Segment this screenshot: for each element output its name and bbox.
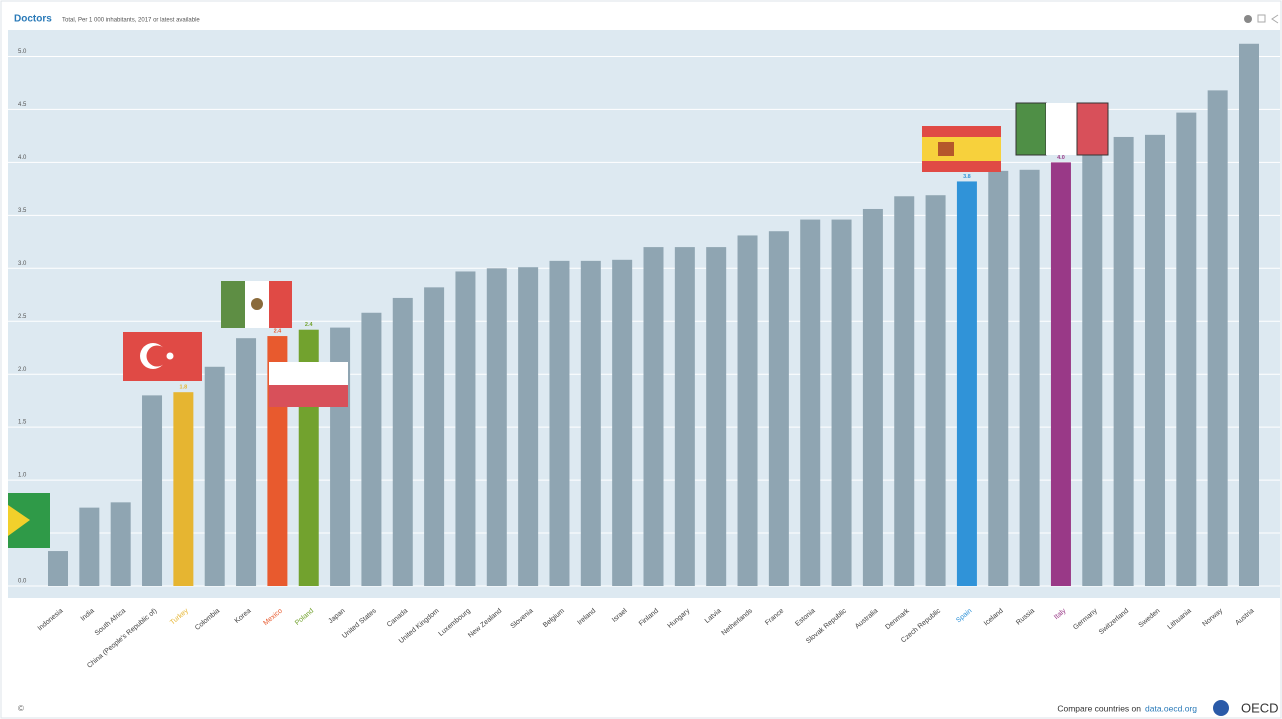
bar [925,195,946,586]
copyright: © [18,704,24,713]
bar [988,170,1009,586]
bar [862,208,883,586]
oecd-logo [1213,700,1229,716]
flag-detail [166,352,174,360]
info-icon[interactable] [1244,15,1252,23]
expand-icon[interactable] [1257,14,1266,23]
value-label: 2.4 [274,329,283,335]
flag-poland [269,362,348,385]
flag-detail [269,281,292,328]
y-tick-label: 3.0 [18,261,27,267]
bar [1019,169,1040,586]
flag-mexico [221,281,245,328]
bar [424,287,445,586]
bar [612,259,633,586]
toolbar-icons[interactable] [1244,14,1279,24]
bar [1144,134,1165,587]
bar [236,338,257,586]
y-tick-label: 5.0 [18,49,27,55]
bar [1176,112,1197,586]
y-tick-label: 4.0 [18,155,27,161]
bar [173,392,194,586]
bar [706,247,727,586]
y-tick-label: 1.0 [18,473,27,479]
bar [392,297,413,586]
value-label: 3.8 [963,174,971,180]
flag-detail [8,505,30,536]
bar [1113,136,1134,586]
flag-detail [251,298,263,310]
bar [956,181,977,587]
flag-detail [146,345,168,367]
bar [894,196,915,586]
flag-detail [1046,103,1077,155]
bar [79,507,100,586]
y-tick-label: 0.0 [18,579,27,585]
bar [643,247,664,586]
bar [486,268,507,586]
value-label: 4.0 [1057,155,1065,161]
bars: 0.00.51.01.52.02.53.03.54.04.55.0Indones… [8,43,1280,670]
bar [1050,162,1071,586]
bar [831,219,852,586]
bar [142,395,163,586]
chart-title: Doctors [14,14,52,25]
value-label: 2.4 [305,322,314,328]
bar [361,312,382,586]
bar [549,260,570,586]
y-tick-label: 2.5 [18,314,27,320]
brand: OECD [1241,700,1279,715]
flag-detail [269,385,348,407]
bar [1207,90,1228,586]
bar [580,260,601,586]
flags [8,102,1109,548]
bar [455,271,476,586]
bar [48,551,68,586]
bar [674,247,695,586]
bar [204,366,225,586]
flag-detail [1076,102,1109,156]
footer-text: Compare countries on [1057,703,1141,713]
y-tick-label: 1.5 [18,420,27,426]
bar [737,235,758,586]
bar [110,502,131,586]
bar [768,231,789,586]
bar [800,219,821,586]
value-label: 1.8 [180,385,188,391]
chart-subtitle: Total, Per 1 000 inhabitants, 2017 or la… [62,18,200,24]
footer-link[interactable]: data.oecd.org [1145,703,1197,713]
y-tick-label: 2.0 [18,367,27,373]
bar [1082,149,1103,587]
share-icon[interactable] [1271,14,1279,24]
y-tick-label: 3.5 [18,208,27,214]
flag-detail [938,142,954,156]
y-tick-label: 4.5 [18,102,27,108]
flag-detail [922,137,1001,161]
flag-italy [1015,102,1047,156]
bar [518,267,539,586]
bar [1239,43,1259,586]
